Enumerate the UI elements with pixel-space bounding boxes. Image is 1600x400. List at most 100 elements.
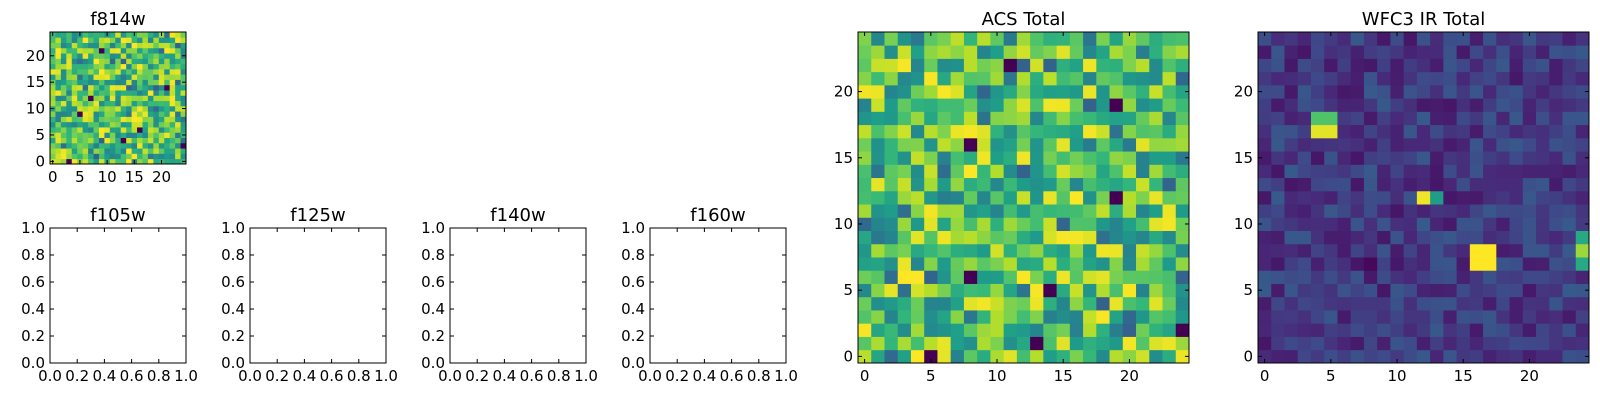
- heatmap-cell: [131, 127, 138, 133]
- heatmap-cell: [126, 32, 132, 38]
- heatmap-cell: [1016, 137, 1031, 152]
- heatmap-cell: [175, 137, 181, 144]
- heatmap-cell: [1337, 124, 1352, 139]
- heatmap-cell: [1083, 151, 1097, 165]
- heatmap-cell: [1016, 32, 1031, 46]
- heatmap-cell: [1149, 164, 1163, 179]
- heatmap-cell: [1043, 257, 1057, 271]
- heatmap-cell: [109, 153, 116, 160]
- heatmap-cell: [1430, 45, 1444, 59]
- heatmap-cell: [1162, 111, 1177, 126]
- heatmap-cell: [1016, 98, 1031, 112]
- heatmap-cell: [77, 84, 84, 91]
- heatmap-cell: [950, 230, 965, 245]
- heatmap-cell: [897, 217, 912, 231]
- heatmap-cell: [93, 47, 100, 54]
- heatmap-cell: [1284, 151, 1299, 165]
- heatmap-cell: [1509, 336, 1524, 351]
- heatmap-cell: [60, 127, 67, 133]
- heatmap-cell: [60, 37, 67, 43]
- heatmap-cell: [109, 47, 116, 54]
- heatmap-cell: [71, 153, 78, 160]
- heatmap-cell: [924, 84, 938, 99]
- heatmap-cell: [858, 310, 872, 324]
- heatmap-cell: [990, 190, 1005, 205]
- heatmap-cell: [990, 283, 1005, 298]
- heatmap-cell: [1162, 58, 1177, 73]
- heatmap-cell: [1284, 124, 1299, 139]
- heatmap-cell: [1003, 190, 1018, 205]
- heatmap-cell: [158, 79, 165, 86]
- heatmap-cell: [1162, 296, 1177, 311]
- heatmap-cell: [897, 177, 912, 192]
- heatmap-cell: [175, 116, 181, 123]
- heatmap-cell: [164, 58, 171, 65]
- heatmap-cell: [142, 95, 149, 102]
- heatmap-cell: [1416, 323, 1431, 337]
- heatmap-cell: [1549, 45, 1563, 59]
- heatmap-cell: [1297, 204, 1312, 218]
- heatmap-cell: [82, 132, 89, 138]
- heatmap-cell: [1443, 98, 1457, 112]
- heatmap-cell: [98, 79, 105, 86]
- heatmap-cell: [137, 37, 143, 43]
- heatmap-cell: [158, 148, 165, 154]
- heatmap-cell: [1522, 336, 1537, 351]
- heatmap-cell: [1350, 349, 1365, 364]
- panel-title: WFC3 IR Total: [1362, 9, 1485, 30]
- heatmap-cell: [1324, 349, 1338, 364]
- heatmap-cell: [77, 100, 84, 107]
- heatmap-cell: [884, 257, 899, 271]
- heatmap-cell: [71, 121, 78, 128]
- heatmap-cell: [142, 90, 149, 96]
- heatmap-cell: [1175, 283, 1190, 298]
- x-tick-label: 0.0: [238, 367, 262, 385]
- heatmap-cell: [1310, 137, 1325, 152]
- heatmap-cell: [1069, 45, 1084, 59]
- heatmap-cell: [990, 230, 1005, 245]
- heatmap-cell: [1509, 177, 1524, 192]
- heatmap-cell: [1403, 177, 1418, 192]
- x-tick-label: 0.8: [747, 367, 771, 385]
- heatmap-cell: [1443, 323, 1457, 337]
- heatmap-cell: [1271, 270, 1285, 284]
- heatmap-cell: [55, 95, 62, 102]
- heatmap-cell: [1575, 32, 1590, 46]
- heatmap-cell: [871, 270, 885, 284]
- heatmap-cell: [1284, 257, 1299, 271]
- heatmap-cell: [871, 336, 885, 351]
- heatmap-cell: [1030, 283, 1044, 298]
- heatmap-cell: [963, 151, 978, 165]
- heatmap-cell: [937, 270, 952, 284]
- heatmap-cell: [142, 148, 149, 154]
- heatmap-cell: [924, 71, 938, 86]
- heatmap-cell: [131, 58, 138, 65]
- heatmap-cell: [1377, 323, 1391, 337]
- heatmap-cell: [1297, 349, 1312, 364]
- heatmap-cell: [115, 95, 122, 102]
- heatmap-cell: [1575, 349, 1590, 364]
- heatmap-cell: [55, 148, 62, 154]
- heatmap-cell: [60, 84, 67, 91]
- heatmap-cell: [990, 164, 1005, 179]
- heatmap-cell: [147, 74, 154, 80]
- heatmap-cell: [1056, 296, 1071, 311]
- heatmap-cell: [1575, 336, 1590, 351]
- heatmap-cell: [1096, 32, 1110, 46]
- heatmap-cell: [1562, 349, 1577, 364]
- y-tick-label: 0.0: [221, 354, 245, 372]
- heatmap-cell: [1456, 243, 1471, 258]
- heatmap-cell: [1562, 58, 1577, 73]
- heatmap-cell: [1122, 124, 1137, 139]
- heatmap-cell: [1043, 45, 1057, 59]
- heatmap-cell: [1324, 336, 1338, 351]
- heatmap-cell: [1003, 124, 1018, 139]
- heatmap-cell: [104, 63, 111, 70]
- heatmap-cell: [158, 47, 165, 54]
- heatmap-cell: [50, 95, 56, 102]
- heatmap-cell: [963, 283, 978, 298]
- heatmap-cell: [1056, 98, 1071, 112]
- heatmap-cell: [169, 63, 176, 70]
- heatmap-cell: [120, 90, 127, 96]
- x-tick-label: 0.0: [38, 367, 62, 385]
